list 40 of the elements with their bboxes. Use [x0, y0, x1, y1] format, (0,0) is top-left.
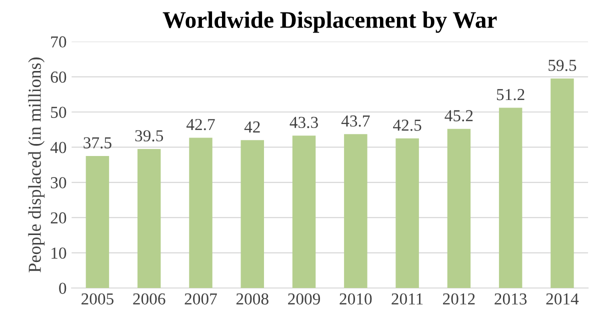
y-tick-label: 20 [50, 212, 66, 224]
bar [498, 108, 522, 288]
data-label: 42 [244, 121, 260, 132]
x-tick-label: 2009 [288, 293, 320, 305]
x-tick-label: 2013 [494, 293, 527, 305]
bar [189, 138, 212, 288]
bar [292, 136, 316, 288]
data-label: 43.3 [290, 116, 318, 128]
y-axis-title: People displaced (in millions) [28, 58, 45, 272]
y-tick-label: 60 [50, 72, 66, 83]
x-tick-label: 2010 [340, 293, 372, 305]
data-label: 51.2 [496, 89, 524, 100]
data-label: 42.7 [186, 118, 215, 130]
y-tick-label: 30 [50, 177, 66, 188]
y-tick-label: 10 [52, 248, 66, 259]
y-tick-label: 0 [59, 282, 66, 294]
data-label: 39.5 [135, 130, 164, 142]
data-label: 45.2 [444, 110, 473, 122]
data-label: 37.5 [84, 137, 112, 149]
x-tick-label: 2008 [236, 293, 268, 305]
bar [240, 140, 264, 288]
bar [550, 78, 574, 288]
chart-title: Worldwide Displacement by War [162, 11, 497, 33]
x-tick-label: 2005 [82, 293, 114, 305]
y-tick-label: 40 [50, 142, 66, 154]
x-tick-label: 2012 [443, 293, 475, 305]
bar [86, 156, 110, 288]
y-tick-label: 50 [51, 106, 66, 118]
y-tick-label: 70 [51, 36, 66, 48]
bar [344, 134, 368, 288]
data-label: 59.5 [548, 60, 576, 72]
data-label: 42.5 [393, 120, 422, 131]
x-tick-label: 2014 [546, 293, 579, 305]
bar [447, 128, 471, 288]
data-label: 43.7 [341, 115, 370, 127]
x-tick-label: 2007 [184, 293, 217, 305]
bar [137, 148, 161, 288]
x-tick-label: 2006 [133, 293, 166, 305]
x-tick-label: 2011 [392, 293, 423, 305]
bar [396, 138, 419, 288]
